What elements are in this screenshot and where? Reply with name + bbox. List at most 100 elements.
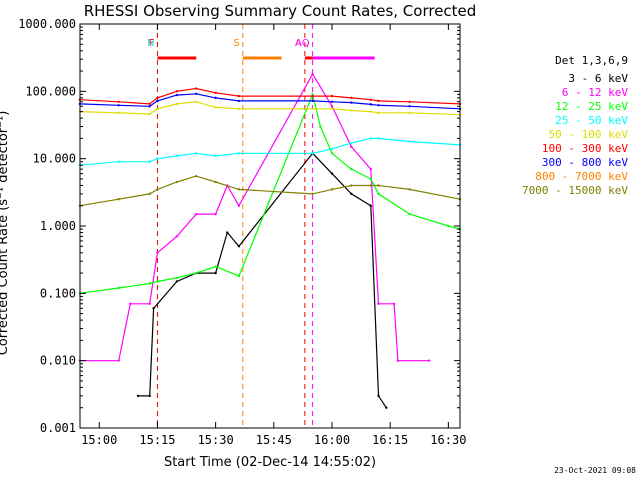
x-tick-label: 16:15 [372,433,408,447]
data-point [214,180,217,184]
data-point [156,107,159,111]
y-tick-label: 10.000 [33,152,76,166]
flag-label: F [149,38,155,49]
data-point [396,359,400,362]
data-point [350,101,353,104]
legend-item: 3 - 6 keV [568,72,628,85]
timestamp: 23-Oct-2021 09:08 [554,466,636,475]
data-point [117,111,120,114]
data-point [175,235,179,238]
data-point [350,96,353,100]
data-point [350,167,353,171]
data-point [408,100,411,103]
x-tick-label: 15:45 [256,433,292,447]
data-point [408,105,411,108]
data-point [369,98,372,101]
data-point [377,137,380,140]
data-point [330,100,334,103]
data-point [117,104,120,107]
data-point [311,93,314,96]
legend-item: 25 - 50 keV [555,114,628,127]
data-point [148,105,151,108]
flag-label: A [295,38,302,49]
flag-label: N [147,38,154,49]
data-point [195,100,198,103]
data-point [330,188,334,191]
x-tick-label: 16:30 [430,433,466,447]
data-point [117,359,120,362]
data-point [214,265,217,268]
data-point [392,302,396,305]
data-point [195,271,198,275]
series-line [79,87,461,105]
data-point [369,137,372,140]
data-point [175,180,179,184]
data-point [311,99,314,103]
data-point [175,154,179,158]
data-point [175,90,179,93]
data-point [175,280,179,283]
data-point [195,212,198,216]
data-point [148,160,151,163]
data-point [408,111,411,114]
data-point [369,184,372,187]
data-point [152,307,155,310]
data-point [175,93,179,97]
data-point [311,72,314,76]
data-point [237,94,241,98]
data-point [148,192,151,196]
data-point [350,145,353,149]
data-point [195,174,198,178]
data-point [330,94,334,98]
data-point [226,231,229,234]
data-point [350,109,353,112]
data-point [136,394,140,398]
data-point [148,102,151,106]
data-point [377,394,380,398]
data-point [214,91,217,95]
data-point [408,212,411,216]
y-tick-label: 0.100 [40,286,76,300]
y-tick-label: 0.010 [40,354,76,368]
data-point [311,107,314,111]
data-point [148,394,151,398]
series-line [79,92,461,294]
legend-item: 300 - 800 keV [542,156,628,169]
data-point [237,152,241,155]
data-point [237,204,241,207]
data-point [195,152,198,155]
data-point [330,107,334,111]
data-point [311,152,314,155]
data-point [237,99,241,103]
axes: 0.001 0.010 0.100 1.000 10.000 100.000 1000.00… [18,17,466,447]
x-tick-label: 15:00 [81,433,117,447]
series-line [79,175,461,207]
data-point [377,104,380,107]
data-point [156,99,159,103]
data-point [350,192,353,196]
data-point [214,96,217,100]
data-point [214,106,217,109]
data-point [156,96,159,100]
data-point [237,188,241,191]
y-tick-label: 0.001 [40,421,76,435]
series-line [138,152,387,409]
data-point [195,87,198,90]
flag-label: S [233,38,239,49]
data-point [156,157,159,160]
data-point [117,198,120,201]
data-point [330,172,334,175]
plot-area: NF S AAQ [78,24,462,428]
data-point [369,103,372,106]
data-point [175,102,179,106]
chart-title: RHESSI Observing Summary Count Rates, Co… [84,2,477,20]
x-tick-label: 16:00 [314,433,350,447]
x-axis-label: Start Time (02-Dec-14 14:55:02) [164,455,376,470]
data-point [377,302,380,305]
data-point [214,154,217,158]
plot-frame [79,23,461,429]
legend-item: 800 - 7000 keV [535,170,628,183]
data-point [311,94,314,98]
